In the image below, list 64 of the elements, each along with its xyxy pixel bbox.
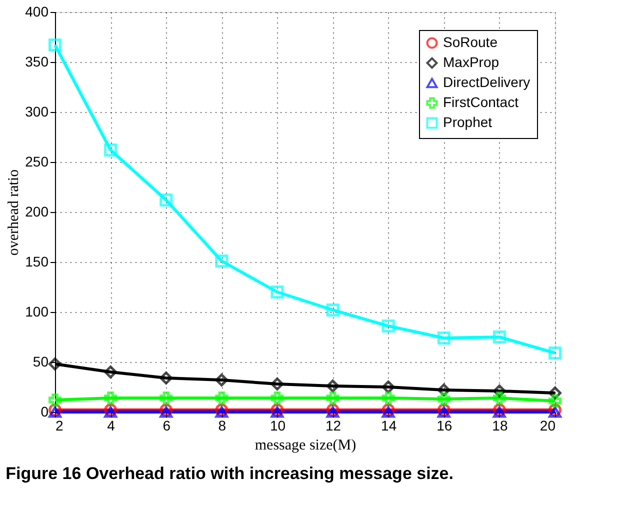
legend-label: MaxProp <box>443 54 500 70</box>
point <box>548 346 562 360</box>
legend-label: Prophet <box>443 114 492 130</box>
y-tick-label: 100 <box>25 304 49 320</box>
x-tick-label: 20 <box>540 418 556 434</box>
point <box>104 406 118 418</box>
point <box>548 406 562 418</box>
x-axis-title: message size(M) <box>254 438 356 454</box>
x-tick-label: 4 <box>107 418 116 434</box>
legend-label: SoRoute <box>443 34 498 50</box>
x-tick-label: 18 <box>492 418 508 434</box>
point <box>382 392 395 404</box>
point <box>437 332 450 344</box>
legend-label: DirectDelivery <box>443 74 530 90</box>
point <box>270 286 284 298</box>
y-tick-label: 0 <box>40 404 49 420</box>
point <box>270 378 284 390</box>
point <box>215 392 228 404</box>
point <box>215 406 228 418</box>
point <box>160 392 173 404</box>
point <box>492 406 506 418</box>
point <box>48 358 62 370</box>
point <box>104 366 118 378</box>
x-tick-label: 10 <box>270 418 286 434</box>
y-tick-label: 150 <box>25 254 49 270</box>
x-tick-label: 14 <box>381 418 397 434</box>
point <box>270 406 284 418</box>
point <box>326 304 340 316</box>
point <box>326 380 340 392</box>
point <box>492 392 506 404</box>
x-tick-label: 8 <box>218 418 226 434</box>
y-axis-title: overhead ratio <box>6 169 22 256</box>
point <box>326 392 340 404</box>
x-tick-label: 2 <box>56 418 64 434</box>
y-tick-label: 200 <box>25 204 49 220</box>
point <box>326 406 340 418</box>
point <box>215 374 228 386</box>
point <box>548 394 562 408</box>
y-tick-label: 250 <box>25 154 49 170</box>
y-tick-label: 50 <box>32 354 49 370</box>
point <box>382 406 395 418</box>
point <box>104 392 118 404</box>
point <box>104 144 118 156</box>
point <box>382 320 395 332</box>
y-tick-label: 350 <box>25 54 49 70</box>
point <box>48 38 62 52</box>
point <box>437 392 450 406</box>
point <box>382 380 395 394</box>
x-tick-label: 6 <box>162 418 171 434</box>
point <box>270 392 284 404</box>
point <box>437 406 450 418</box>
x-tick-label: 16 <box>436 418 452 434</box>
point <box>160 372 173 384</box>
y-tick-label: 300 <box>25 104 49 120</box>
legend-label: FirstContact <box>443 94 519 110</box>
point <box>48 394 62 406</box>
text: Figure 16 Overhead ratio with increasing message size. <box>6 464 454 483</box>
point <box>48 406 62 418</box>
point <box>160 406 173 418</box>
point <box>215 254 228 268</box>
x-tick-label: 12 <box>325 418 342 434</box>
point <box>492 330 506 344</box>
point <box>160 194 173 206</box>
y-tick-label: 400 <box>25 4 49 20</box>
